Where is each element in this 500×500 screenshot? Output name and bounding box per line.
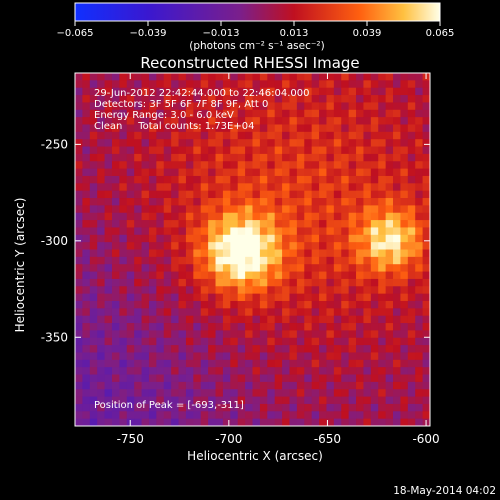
annotation-energy-range: Energy Range: 3.0 - 6.0 keV bbox=[94, 110, 234, 121]
colorbar-tick-label: 0.013 bbox=[280, 28, 309, 39]
annotation-time-range: 29-Jun-2012 22:42:44.000 to 22:46:04.000 bbox=[94, 88, 310, 99]
annotation-detectors: Detectors: 3F 5F 6F 7F 8F 9F, Att 0 bbox=[94, 99, 268, 110]
annotation-total-counts: Clean Total counts: 1.73E+04 bbox=[94, 121, 254, 132]
y-axis-label: Heliocentric Y (arcsec) bbox=[13, 198, 27, 333]
colorbar-tick-label: 0.039 bbox=[353, 28, 382, 39]
annotation-block: 29-Jun-2012 22:42:44.000 to 22:46:04.000… bbox=[94, 88, 310, 132]
colorbar-tick-label: −0.039 bbox=[129, 28, 166, 39]
colorbar-ticks: −0.065 −0.039 −0.013 0.013 0.039 0.065 bbox=[56, 21, 454, 39]
y-tick-label: -250 bbox=[41, 137, 68, 151]
colorbar-unit-label: (photons cm⁻² s⁻¹ asec⁻²) bbox=[189, 40, 324, 52]
chart-title: Reconstructed RHESSI Image bbox=[140, 54, 359, 72]
x-axis-label: Heliocentric X (arcsec) bbox=[187, 449, 323, 463]
colorbar-scale bbox=[74, 2, 441, 22]
y-axis: -250 -300 -350 bbox=[41, 137, 430, 344]
colorbar: −0.065 −0.039 −0.013 0.013 0.039 0.065 (photo… bbox=[56, 2, 454, 52]
colorbar-tick-label: −0.065 bbox=[56, 28, 93, 39]
y-tick-label: -350 bbox=[41, 330, 68, 344]
x-axis: -750 -700 -650 -600 bbox=[117, 73, 440, 446]
colorbar-tick-label: 0.065 bbox=[426, 28, 455, 39]
x-tick-label: -700 bbox=[215, 432, 242, 446]
x-tick-label: -750 bbox=[117, 432, 144, 446]
plot-frame bbox=[74, 72, 431, 427]
peak-position-label: Position of Peak = [-693,-311] bbox=[94, 400, 244, 411]
x-tick-label: -600 bbox=[412, 432, 439, 446]
x-tick-label: -650 bbox=[314, 432, 341, 446]
y-tick-label: -300 bbox=[41, 234, 68, 248]
footer-date: 18-May-2014 04:02 bbox=[393, 485, 496, 497]
colorbar-tick-label: −0.013 bbox=[202, 28, 239, 39]
heatmap-image bbox=[75, 73, 430, 426]
